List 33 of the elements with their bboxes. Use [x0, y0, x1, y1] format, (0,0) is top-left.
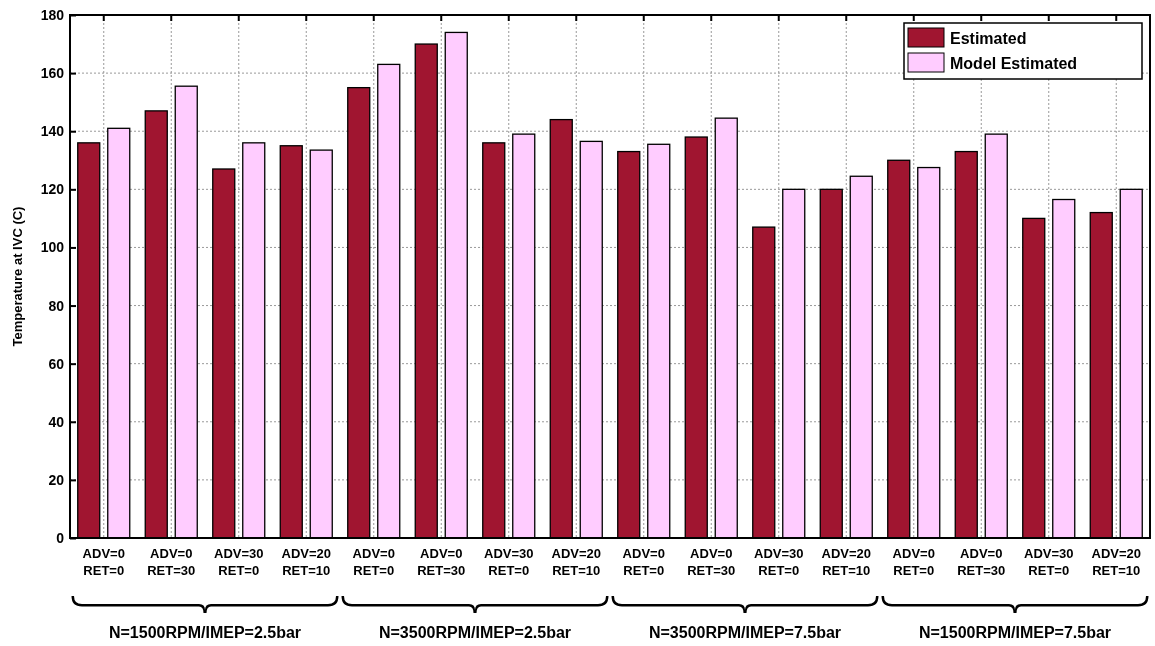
y-tick-label: 20 — [48, 471, 65, 488]
x-tick-label: ADV=30 RET=0 — [214, 545, 264, 579]
x-tick-label: ADV=0 RET=0 — [622, 545, 665, 579]
x-tick-label: ADV=20 RET=10 — [1091, 545, 1141, 579]
x-tick-label: ADV=20 RET=10 — [821, 545, 871, 579]
x-tick-label: ADV=30 RET=0 — [754, 545, 804, 579]
y-tick-label: 0 — [56, 529, 65, 546]
text: N=3500RPM/IMEP=7.5bar — [648, 624, 842, 641]
text: N=1500RPM/IMEP=7.5bar — [918, 624, 1112, 641]
y-axis-title: Temperature at IVC (C) — [10, 206, 25, 347]
y-tick-label: 100 — [40, 239, 65, 256]
x-tick-label: ADV=0 RET=30 — [687, 545, 736, 579]
y-tick-label: 160 — [40, 65, 65, 82]
x-tick-label: ADV=0 RET=30 — [417, 545, 466, 579]
x-tick-label: ADV=30 RET=0 — [1024, 545, 1074, 579]
y-tick-label: 60 — [48, 355, 65, 372]
y-tick-label: 80 — [48, 297, 65, 314]
text: N=1500RPM/IMEP=2.5bar — [108, 624, 302, 641]
y-tick-label: 120 — [40, 181, 65, 198]
y-tick-label: 140 — [40, 123, 65, 140]
text: N=3500RPM/IMEP=2.5bar — [378, 624, 572, 641]
x-tick-label: ADV=0 RET=30 — [957, 545, 1006, 579]
legend-label: Model Estimated — [950, 55, 1078, 72]
x-tick-label: ADV=20 RET=10 — [551, 545, 601, 579]
x-tick-label: ADV=0 RET=0 — [352, 545, 395, 579]
legend-label: Estimated — [950, 30, 1027, 47]
y-tick-label: 40 — [48, 413, 65, 430]
y-tick-label: 180 — [40, 6, 65, 23]
x-tick-label: ADV=0 RET=0 — [82, 545, 125, 579]
x-tick-label: ADV=0 RET=0 — [892, 545, 935, 579]
x-tick-label: ADV=0 RET=30 — [147, 545, 196, 579]
x-tick-label: ADV=20 RET=10 — [281, 545, 331, 579]
x-tick-label: ADV=30 RET=0 — [484, 545, 534, 579]
